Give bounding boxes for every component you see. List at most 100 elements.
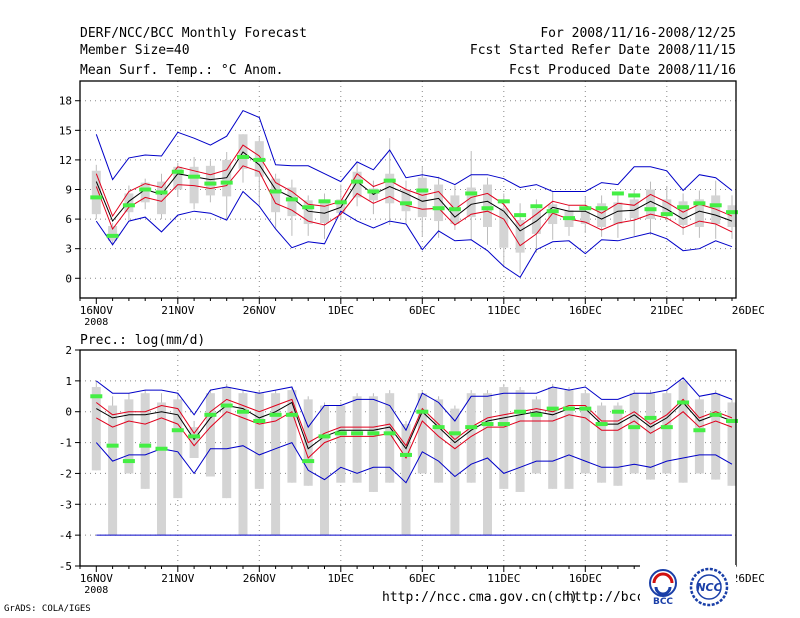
prec-mean-marker <box>497 422 510 427</box>
temp-box <box>466 187 476 218</box>
prec-box <box>613 405 623 486</box>
temp-xtick-label: 16NOV <box>80 304 113 317</box>
temp-mean-marker <box>237 154 249 159</box>
prec-box <box>711 393 721 480</box>
prec-mean-marker <box>237 409 249 414</box>
prec-box <box>189 427 199 458</box>
prec-upper-inner-line <box>95 398 733 447</box>
prec-year-label: 2008 <box>84 585 108 596</box>
temp-mean-marker <box>188 174 201 179</box>
temp-mean-marker <box>90 195 103 200</box>
prec-box <box>271 393 281 536</box>
temp-mean-marker <box>709 203 722 208</box>
prec-box <box>124 399 134 474</box>
temp-box <box>646 189 655 220</box>
prec-mean-marker <box>367 431 380 436</box>
temp-mean-marker <box>611 191 624 196</box>
prec-panel-title: Prec.: log(mm/d) <box>80 333 205 348</box>
prec-box <box>287 390 297 483</box>
logo-group: BCC NCC <box>640 565 736 609</box>
temp-box <box>548 204 558 225</box>
prec-box <box>694 399 704 474</box>
prec-mean-marker <box>155 446 168 451</box>
prec-box <box>450 408 460 536</box>
prec-box <box>205 393 215 477</box>
temp-ytick-label: 0 <box>65 272 72 285</box>
temp-mean-marker <box>481 206 494 211</box>
temp-mean-marker <box>448 207 461 212</box>
ncc-logo-text: NCC <box>696 581 721 594</box>
prec-mean-marker <box>628 425 641 430</box>
temp-mean-marker <box>693 201 706 206</box>
temp-box <box>124 193 134 213</box>
prec-mean-marker <box>530 412 543 417</box>
prec-box <box>483 393 492 536</box>
temp-ytick-label: 18 <box>59 95 72 108</box>
prec-mean-marker <box>693 428 706 433</box>
temp-mean-marker <box>546 209 559 214</box>
footer-url-bcc[interactable]: http://bcc. <box>566 590 653 605</box>
temp-ytick-label: 9 <box>65 184 72 197</box>
prec-mean-marker <box>351 431 364 436</box>
temp-box <box>580 211 590 225</box>
temp-mean-marker <box>302 205 315 210</box>
prec-box <box>336 405 346 483</box>
prec-ytick-label: 1 <box>65 375 72 388</box>
temp-box <box>727 205 737 227</box>
temp-box <box>287 187 297 217</box>
prec-mean-marker <box>465 425 478 430</box>
prec-mean-marker <box>171 428 184 433</box>
temp-ytick-label: 15 <box>59 124 72 137</box>
prec-box <box>564 390 574 489</box>
prec-ytick-label: 0 <box>65 406 72 419</box>
temp-ytick-label: 3 <box>65 243 72 256</box>
temp-box <box>189 166 199 204</box>
temp-box <box>173 166 183 190</box>
prec-mean-marker <box>546 406 559 411</box>
temp-mean-marker <box>106 233 119 238</box>
temp-mean-marker <box>139 187 152 192</box>
prec-mean-marker <box>400 452 412 457</box>
temp-box <box>613 202 623 225</box>
prec-mean-marker <box>448 431 461 436</box>
prec-box <box>466 393 476 483</box>
prec-box <box>727 402 737 486</box>
temp-mean-marker <box>514 213 527 218</box>
temp-mean-marker <box>628 193 641 198</box>
prec-box <box>385 393 395 483</box>
prec-box <box>238 393 248 536</box>
temp-ytick-label: 6 <box>65 213 72 226</box>
temp-box <box>303 200 313 225</box>
prec-mean-marker <box>269 412 282 417</box>
prec-ytick-label: -3 <box>59 498 72 511</box>
prec-mean-marker <box>579 406 592 411</box>
prec-mean-marker <box>220 403 233 408</box>
prec-lower-outer-line <box>95 441 733 484</box>
temp-box <box>662 199 672 214</box>
temp-lower-inner-line <box>95 165 733 247</box>
temp-mean-marker <box>171 169 184 174</box>
prec-mean-marker <box>334 431 347 436</box>
temp-xtick-label: 26DEC <box>732 304 765 317</box>
temp-mean-marker <box>285 197 298 202</box>
prec-box <box>173 399 183 499</box>
header-variable-label: Mean Surf. Temp.: °C Anom. <box>80 63 284 78</box>
temp-xtick-label: 11DEC <box>487 304 520 317</box>
prec-box <box>597 405 607 483</box>
prec-box <box>320 405 329 536</box>
footer-url-ncc[interactable]: http://ncc.cma.gov.cn(ch) <box>382 590 578 605</box>
prec-mean-marker <box>660 425 673 430</box>
temp-box <box>352 171 362 198</box>
prec-mean-marker <box>139 443 152 448</box>
prec-xtick-label: 26NOV <box>243 572 276 585</box>
temp-mean-marker <box>644 207 657 212</box>
prec-box <box>646 393 655 480</box>
temp-mean-marker <box>253 157 266 162</box>
prec-mean-marker <box>285 412 298 417</box>
prec-box <box>368 396 378 492</box>
prec-xtick-label: 21NOV <box>161 572 194 585</box>
prec-box <box>629 393 639 474</box>
prec-box <box>417 393 427 474</box>
temp-mean-marker <box>351 179 364 184</box>
